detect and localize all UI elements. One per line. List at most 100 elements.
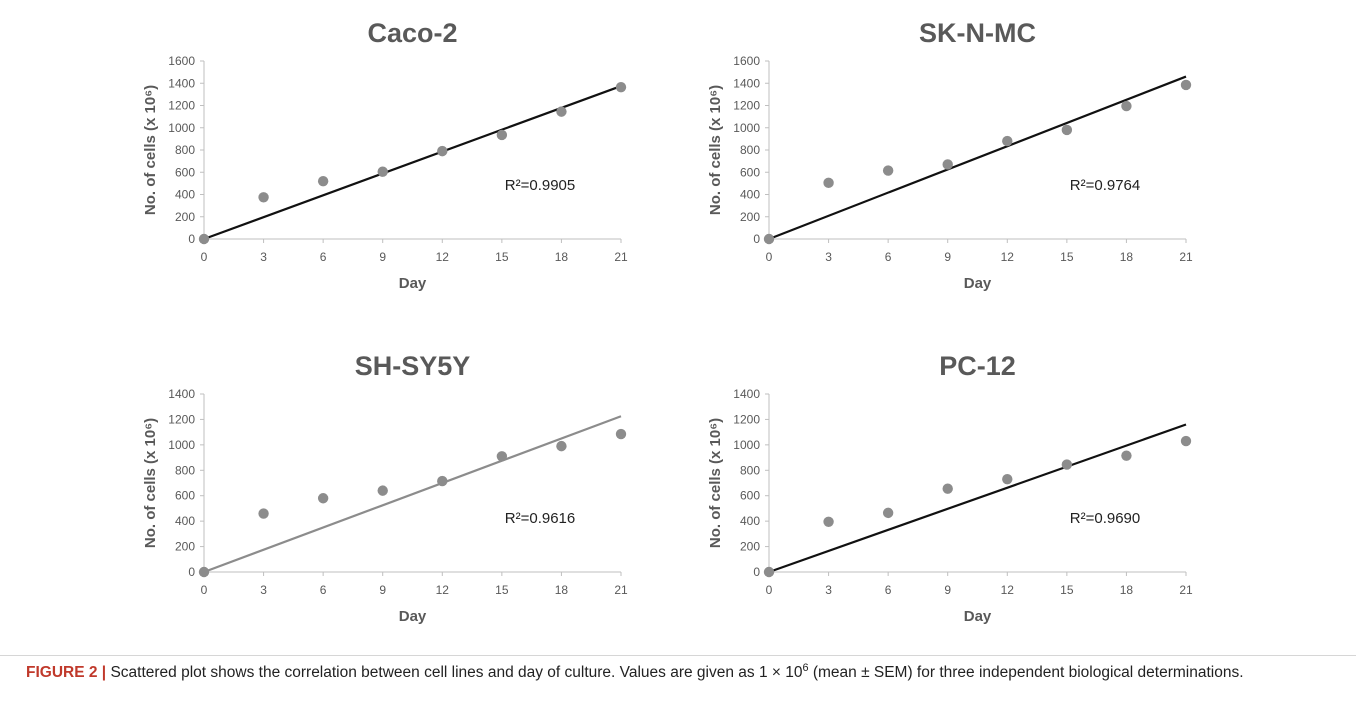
y-tick-label: 1600 [733,54,760,68]
trend-line [768,423,1187,574]
data-point [1121,450,1132,461]
data-point [615,81,627,93]
y-tick-label: 1400 [168,76,195,90]
x-tick-label: 12 [1001,250,1015,264]
y-tick-label: 800 [740,463,760,477]
y-tick-label: 1400 [733,76,760,90]
data-point [377,485,388,496]
data-point [823,177,834,189]
x-tick-label: 0 [201,250,208,264]
data-point [942,483,953,494]
chart-panel-caco-2: Caco-2 0 200 400 600 800 1000 1200 1400 1600 0 3 6 9 1… [0,0,678,330]
r-squared-annotation: R²=0.9616 [505,510,575,527]
caption-text-main: Scattered plot shows the correlation bet… [110,664,803,681]
x-tick-label: 6 [885,583,892,597]
y-tick-label: 200 [740,540,760,554]
data-point [437,145,448,157]
x-tick-label: 9 [944,583,951,597]
y-tick-label: 0 [188,232,195,246]
trend-line [768,75,1187,241]
data-point [763,233,775,245]
y-tick-label: 600 [175,165,195,179]
data-point [437,475,448,487]
data-point [942,159,953,170]
data-point [258,508,269,519]
y-axis-label: No. of cells (x 10⁶) [142,85,159,215]
data-point [1121,100,1132,112]
y-tick-label: 1600 [168,54,195,68]
y-tick-label: 800 [740,143,760,157]
y-tick-label: 600 [740,489,760,503]
data-point [1061,124,1073,136]
x-tick-label: 21 [614,583,628,597]
x-tick-label: 15 [1060,250,1074,264]
x-tick-label: 9 [944,250,951,264]
y-tick-label: 1200 [733,99,760,113]
x-tick-label: 9 [379,583,386,597]
y-tick-label: 1200 [733,412,760,426]
data-point [198,566,210,578]
r-squared-annotation: R²=0.9905 [505,177,575,194]
caption-label: FIGURE 2 | [26,664,107,681]
x-tick-label: 3 [825,250,832,264]
data-point [258,192,269,203]
x-tick-label: 9 [379,250,386,264]
caption-divider [0,655,1356,715]
chart-title: PC-12 [939,351,1016,381]
caption-superscript: 6 [802,661,809,674]
figure-caption: FIGURE 2 | Scattered plot shows the corr… [26,662,1326,684]
data-point [1061,459,1073,470]
y-tick-label: 200 [175,210,195,224]
x-tick-label: 3 [260,583,267,597]
chart-panel-pc-12: PC-12 0 200 400 600 800 1000 1200 1400 0 3 6 9 12 15 18… [565,333,1243,663]
y-tick-label: 400 [740,188,760,202]
x-tick-label: 15 [495,583,509,597]
x-tick-label: 12 [436,583,450,597]
y-tick-label: 0 [753,232,760,246]
data-point [556,440,567,452]
x-tick-label: 18 [1120,250,1134,264]
x-tick-label: 6 [320,583,327,597]
y-tick-label: 1000 [168,438,195,452]
y-tick-label: 1000 [168,121,195,135]
x-axis-label: Day [964,275,992,292]
y-axis-label: No. of cells (x 10⁶) [142,418,159,548]
x-tick-label: 6 [320,250,327,264]
chart-svg-caco-2: Caco-2 0 200 400 600 800 1000 1200 1400 1600 0 3 6 9 1… [142,18,628,292]
y-tick-label: 1400 [168,387,195,401]
trend-line [203,415,622,574]
x-tick-label: 12 [1001,583,1015,597]
x-tick-label: 3 [825,583,832,597]
y-tick-label: 600 [175,489,195,503]
data-point [1002,135,1013,147]
data-point [1002,473,1013,485]
y-tick-label: 0 [753,565,760,579]
x-axis-label: Day [399,608,427,625]
data-point [1180,435,1192,447]
x-tick-label: 3 [260,250,267,264]
r-squared-annotation: R²=0.9690 [1070,510,1140,527]
data-point [317,175,329,187]
y-tick-label: 1000 [733,438,760,452]
x-tick-label: 15 [1060,583,1074,597]
x-axis-label: Day [964,608,992,625]
r-squared-annotation: R²=0.9764 [1070,177,1140,194]
data-point [763,566,775,578]
y-tick-label: 400 [740,514,760,528]
x-tick-label: 21 [614,250,628,264]
y-tick-label: 1400 [733,387,760,401]
y-tick-label: 1200 [168,412,195,426]
x-tick-label: 21 [1179,583,1193,597]
x-tick-label: 21 [1179,250,1193,264]
chart-svg-pc-12: PC-12 0 200 400 600 800 1000 1200 1400 0 3 6 9 12 15 18… [707,351,1193,625]
chart-svg-sk-n-mc: SK-N-MC 0 200 400 600 800 1000 1200 1400 1600 0 3 6 9… [707,18,1193,292]
data-point [496,451,508,462]
chart-svg-sh-sy5y: SH-SY5Y 0 200 400 600 800 1000 1200 1400 0 3 6 9 12 15… [142,351,628,625]
y-tick-label: 1000 [733,121,760,135]
y-axis-label: No. of cells (x 10⁶) [707,418,724,548]
x-tick-label: 18 [555,250,569,264]
x-tick-label: 18 [555,583,569,597]
x-tick-label: 0 [766,250,773,264]
data-point [377,166,388,177]
